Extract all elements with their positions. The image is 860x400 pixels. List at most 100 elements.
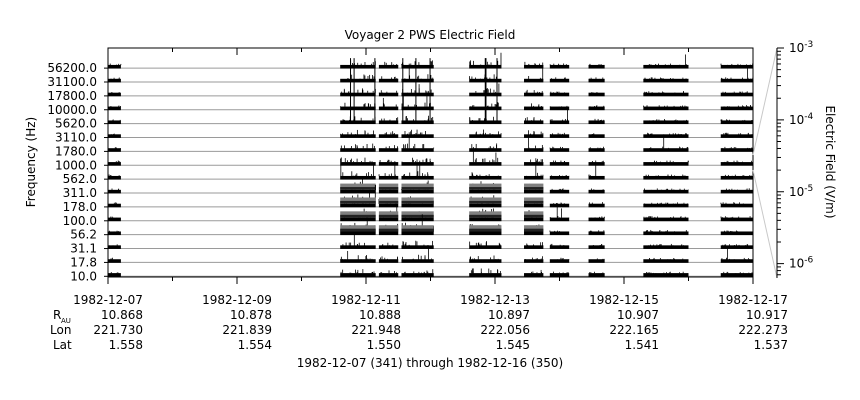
data-segment: [643, 54, 689, 277]
data-band: [378, 245, 399, 249]
data-band: [720, 134, 753, 138]
data-band: [588, 175, 605, 180]
data-band-shade: [378, 197, 399, 204]
ephemeris-lon-value: 222.165: [609, 323, 659, 337]
data-band: [340, 162, 376, 166]
data-band: [469, 245, 502, 249]
data-band: [108, 203, 121, 208]
data-band: [401, 217, 434, 222]
data-band: [720, 231, 753, 236]
y-tick-label: 3110.0: [55, 131, 97, 145]
data-band: [720, 259, 753, 263]
data-band: [720, 217, 753, 222]
x-tick-label: 1982-12-13: [460, 293, 530, 307]
data-band-dark: [378, 187, 399, 190]
data-band-dark: [524, 214, 544, 218]
data-band: [643, 259, 689, 263]
data-band: [340, 64, 376, 69]
data-band: [549, 106, 570, 111]
data-band: [720, 203, 753, 208]
data-band: [401, 273, 434, 277]
y-tick-label: 1000.0: [55, 158, 97, 172]
data-band: [549, 78, 570, 83]
data-band: [524, 148, 544, 152]
data-segment: [339, 58, 377, 277]
data-band: [378, 203, 399, 208]
y-tick-label: 10.0: [70, 269, 97, 283]
data-band: [401, 175, 434, 180]
data-band: [340, 78, 376, 83]
data-band: [720, 245, 753, 249]
data-band: [643, 120, 689, 125]
x-tick-label: 1982-12-09: [202, 293, 272, 307]
ephemeris-lon-value: 221.948: [351, 323, 401, 337]
data-band-dark: [469, 214, 502, 218]
data-band: [549, 134, 570, 138]
data-band-dark: [469, 228, 502, 232]
data-band: [720, 175, 753, 180]
data-band: [588, 120, 605, 125]
data-band: [340, 203, 376, 208]
ephemeris-r-value: 10.888: [359, 308, 401, 322]
data-band: [588, 78, 605, 83]
data-band-dark: [524, 228, 544, 232]
ephemeris-label-lat: Lat: [53, 338, 72, 352]
data-band-dark: [340, 214, 376, 218]
data-band: [524, 162, 544, 166]
data-band: [401, 245, 434, 249]
ephemeris-lon-value: 221.730: [93, 323, 143, 337]
data-band-dark: [401, 187, 434, 190]
y-tick-label: 5620.0: [55, 117, 97, 131]
data-band: [378, 106, 399, 111]
ephemeris-row-r: R AU: [53, 308, 71, 325]
data-band: [340, 231, 376, 236]
x-tick-label: 1982-12-15: [589, 293, 659, 307]
data-band-dark: [401, 214, 434, 218]
data-band: [108, 64, 121, 69]
data-band: [524, 64, 544, 69]
ephemeris-table: R AU Lon Lat: [50, 308, 72, 352]
data-band: [469, 189, 502, 194]
data-band: [588, 148, 605, 152]
y-tick-label: 17.8: [70, 255, 97, 269]
ephemeris-lon-value: 222.056: [480, 323, 530, 337]
data-band: [588, 259, 605, 263]
data-band-shade: [340, 197, 376, 204]
data-band: [340, 175, 376, 180]
x-tick-label: 1982-12-11: [331, 293, 401, 307]
data-band: [378, 148, 399, 152]
data-band-dark: [340, 187, 376, 190]
colorbar-tick-label: 10-6: [789, 256, 814, 271]
data-band: [524, 259, 544, 263]
data-band: [549, 64, 570, 69]
data-band: [378, 231, 399, 236]
data-band: [469, 273, 502, 277]
data-band: [588, 134, 605, 138]
data-band-shade: [401, 225, 434, 232]
x-axis-ticks: 1982-12-0710.868221.7301.5581982-12-0910…: [73, 48, 788, 352]
data-band: [643, 64, 689, 69]
data-band-shade: [524, 183, 544, 190]
data-band: [401, 189, 434, 194]
data-band: [524, 134, 544, 138]
ephemeris-r-value: 10.897: [488, 308, 530, 322]
data-band: [588, 245, 605, 249]
data-segment: [549, 63, 570, 277]
colorbar-ticks: 10-3 10-4 10-5 10-6: [777, 40, 814, 276]
data-band: [401, 92, 434, 97]
data-band: [643, 175, 689, 180]
chart-title: Voyager 2 PWS Electric Field: [345, 28, 516, 42]
data-band: [108, 189, 121, 194]
data-band: [340, 189, 376, 194]
data-band: [108, 273, 121, 277]
data-band: [378, 134, 399, 138]
data-band: [549, 175, 570, 180]
y-tick-label: 31.1: [70, 242, 97, 256]
data-band: [469, 203, 502, 208]
data-band: [401, 203, 434, 208]
data-band: [549, 92, 570, 97]
data-band-dark: [469, 200, 502, 204]
data-band: [524, 189, 544, 194]
y-axis-label: Frequency (Hz): [24, 117, 38, 208]
